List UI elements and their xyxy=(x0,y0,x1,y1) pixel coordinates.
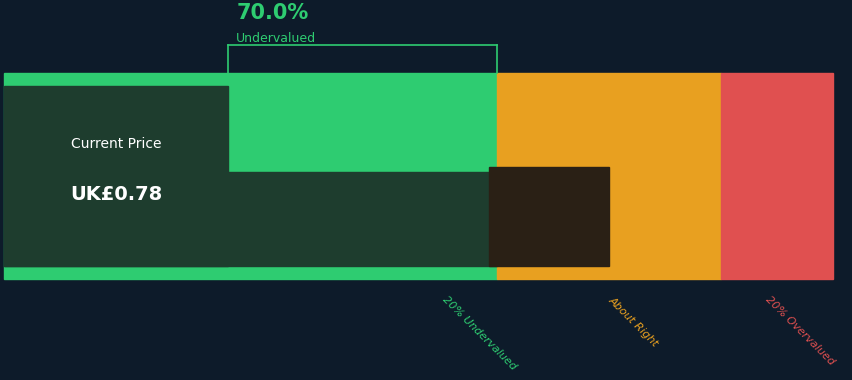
Text: About Right: About Right xyxy=(606,294,659,348)
Text: 20% Overvalued: 20% Overvalued xyxy=(763,294,835,367)
Text: 20% Undervalued: 20% Undervalued xyxy=(440,294,517,372)
Bar xyxy=(497,73,720,279)
Text: UK£0.78: UK£0.78 xyxy=(70,185,162,204)
Text: UK£2.61: UK£2.61 xyxy=(502,221,595,240)
Text: Current Price: Current Price xyxy=(71,137,161,150)
Text: Fair Value: Fair Value xyxy=(515,192,582,206)
Bar xyxy=(4,73,497,279)
Bar xyxy=(4,173,497,266)
Bar xyxy=(720,73,832,279)
Bar xyxy=(488,167,608,266)
Bar xyxy=(4,86,227,266)
Text: 70.0%: 70.0% xyxy=(236,3,308,23)
Text: Undervalued: Undervalued xyxy=(236,32,316,45)
